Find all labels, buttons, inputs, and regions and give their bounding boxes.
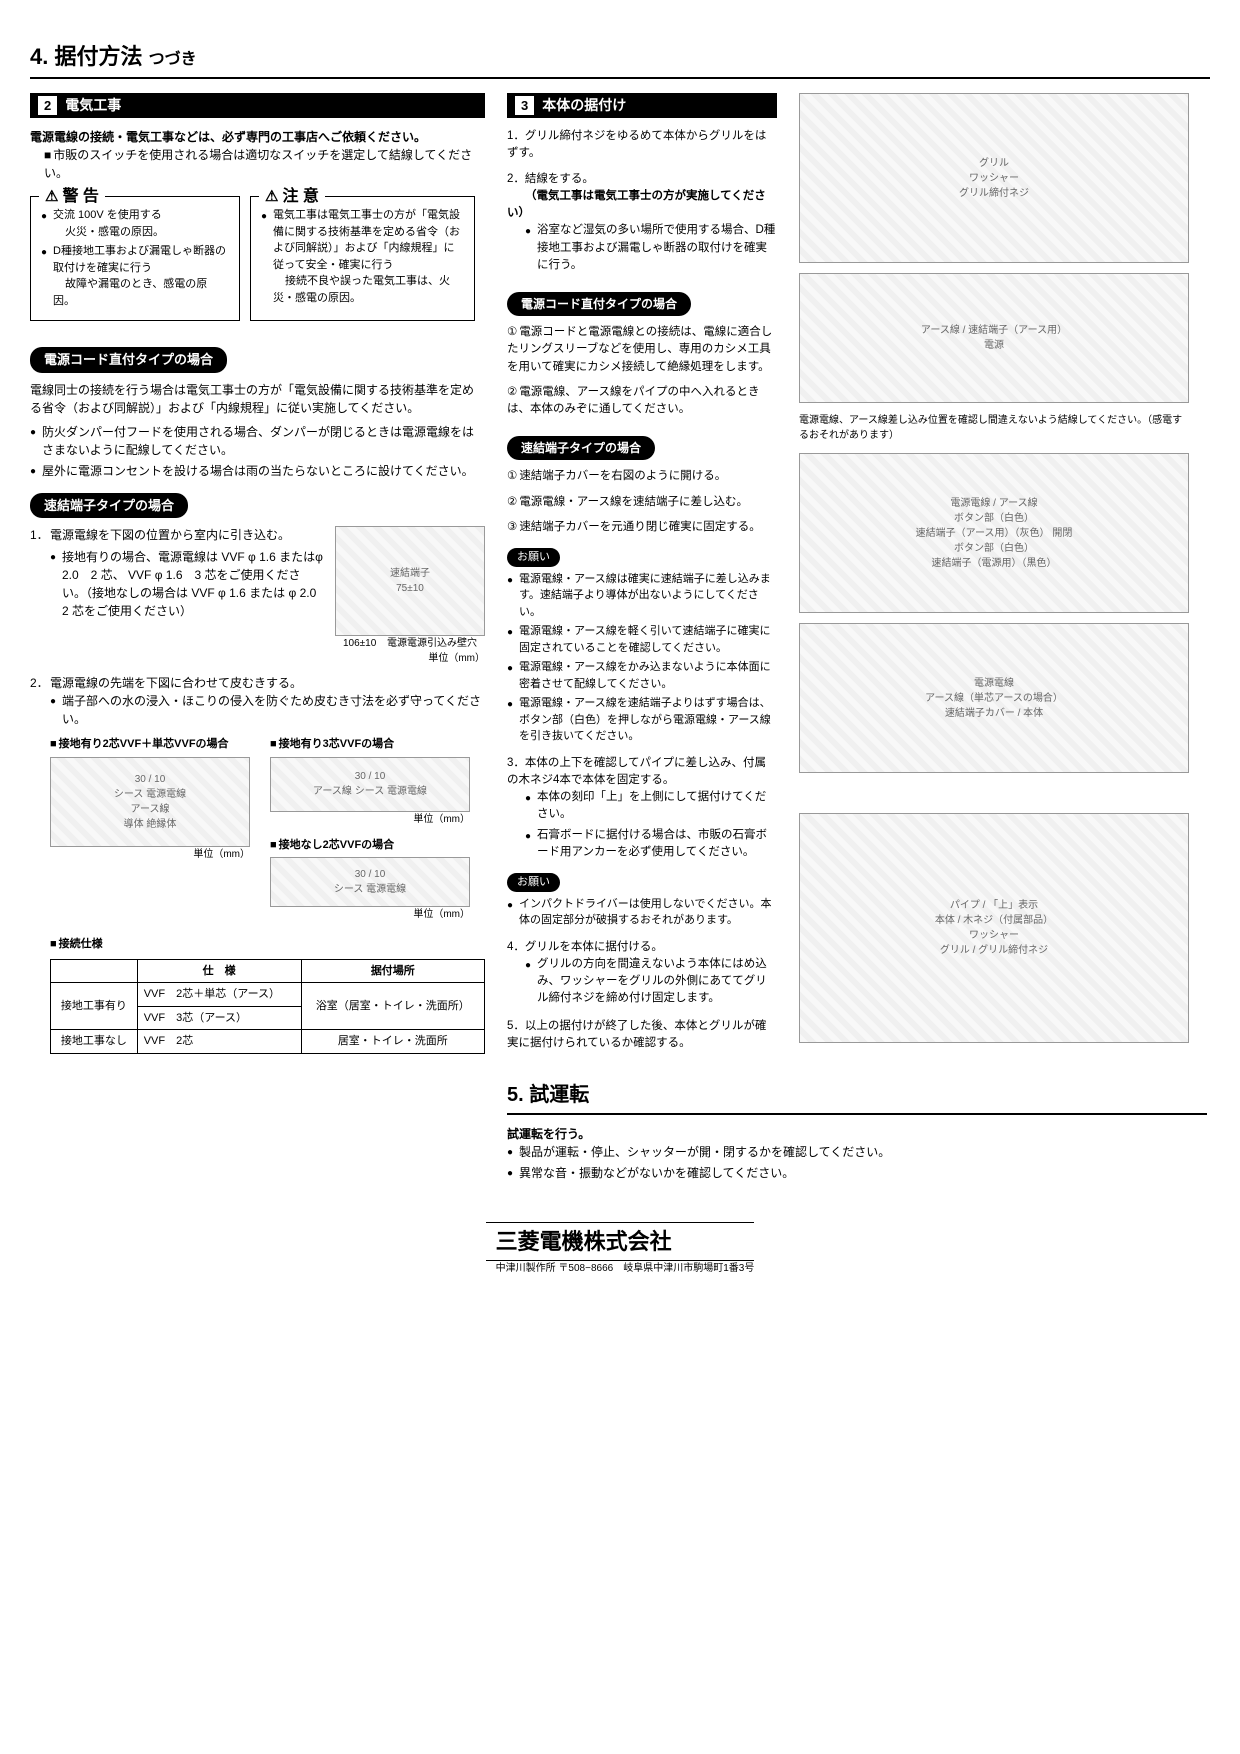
- middle-column: 3 本体の据付け 1．グリル締付ネジをゆるめて本体からグリルをはずす。 2．結線…: [507, 93, 777, 1062]
- diagram-grille-remove: グリル ワッシャー グリル締付ネジ: [799, 93, 1189, 263]
- intro-line1: 電源電線の接続・電気工事などは、必ず専門の工事店へご依頼ください。: [30, 128, 485, 146]
- caution-box: 注 意 電気工事は電気工事士の方が「電気設備に関する技術基準を定める省令（および…: [250, 196, 475, 321]
- s3-step2: 2．結線をする。 （電気工事は電気工事士の方が実施してください） 浴室など湿気の…: [507, 171, 777, 275]
- qt-step1-sub: 接地有りの場合、電源電線は VVF φ 1.6 またはφ 2.0 2 芯、 VV…: [50, 548, 323, 620]
- diagram-wiring-mid: 電源電線 / アース線 ボタン部（白色） 速結端子（アース用）（灰色） 開閉 ボ…: [799, 453, 1189, 613]
- section5-bullet: 製品が運転・停止、シャッターが開・閉するかを確認してください。: [507, 1143, 1207, 1161]
- spec-title: 接続仕様: [50, 936, 485, 953]
- warning-item: D種接地工事および漏電しゃ断器の取付けを確実に行う 故障や漏電のとき、感電の原因…: [41, 243, 229, 309]
- section2-num: 2: [38, 96, 57, 116]
- section2-title: 電気工事: [65, 95, 121, 116]
- section5-lead: 試運転を行う。: [507, 1125, 1207, 1143]
- wire-diagram-b: 接地有り3芯VVFの場合 30 / 10 アース線 シース 電源電線 単位（mm…: [270, 736, 470, 922]
- right-column: グリル ワッシャー グリル締付ネジ アース線 / 速結端子（アース用） 電源 電…: [799, 93, 1189, 1062]
- direct-cord-bullet: 防火ダンパー付フードを使用される場合、ダンパーが閉じるときは電源電線をはさまない…: [30, 423, 485, 459]
- wiring-note: 電源電線、アース線差し込み位置を確認し間違えないよう結線してください。（感電する…: [799, 413, 1189, 443]
- s3-cord-item: 電源電線、アース線をパイプの中へ入れるときは、本体のみぞに通してください。: [507, 384, 777, 419]
- onegai-label2: お願い: [507, 873, 560, 892]
- footer: 三菱電機株式会社 中津川製作所 〒508−8666 岐阜県中津川市駒場町1番3号: [30, 1222, 1210, 1276]
- diagram-mounting: パイプ / 「上」表示 本体 / 木ネジ（付属部品） ワッシャー グリル / グ…: [799, 813, 1189, 1043]
- section3-title: 本体の据付け: [542, 95, 626, 116]
- s3-term-item: 電源電線・アース線を速結端子に差し込む。: [507, 494, 777, 511]
- quick-terminal-header: 速結端子タイプの場合: [30, 493, 188, 519]
- section5-title: 5. 試運転: [507, 1080, 1207, 1115]
- spec-table: 仕 様 据付場所 接地工事有り VVF 2芯＋単芯（アース） 浴室（居室・トイレ…: [50, 959, 485, 1054]
- direct-cord-bullet: 屋外に電源コンセントを設ける場合は雨の当たらないところに設けてください。: [30, 462, 485, 480]
- warning-caution-row: 警 告 交流 100V を使用する 火災・感電の原因。 D種接地工事および漏電し…: [30, 196, 485, 321]
- onegai-item: 電源電線・アース線を軽く引いて速結端子に確実に固定されていることを確認してくださ…: [507, 623, 777, 656]
- onegai-item: 電源電線・アース線をかみ込まないように本体面に密着させて配線してください。: [507, 659, 777, 692]
- warning-title: 警 告: [39, 185, 105, 209]
- s3-step3: 3．本体の上下を確認してパイプに差し込み、付属の木ネジ4本で本体を固定する。 本…: [507, 755, 777, 862]
- hole-diagram: 速結端子 75±10 106±10 電源電源引込み壁穴 単位（mm）: [335, 526, 485, 666]
- diagram-wiring-top: アース線 / 速結端子（アース用） 電源: [799, 273, 1189, 403]
- section3-num: 3: [515, 96, 534, 116]
- wire-diagram-a: 接地有り2芯VVF＋単芯VVFの場合 30 / 10 シース 電源電線 アース線…: [50, 736, 250, 922]
- company-name: 三菱電機株式会社: [486, 1222, 755, 1261]
- s3-term-item: 速結端子カバーを右図のように開ける。: [507, 468, 777, 485]
- warning-item: 交流 100V を使用する 火災・感電の原因。: [41, 207, 229, 240]
- caution-item: 電気工事は電気工事士の方が「電気設備に関する技術基準を定める省令（および同解説）…: [261, 207, 464, 306]
- onegai-item: 電源電線・アース線は確実に速結端子に差し込みます。速結端子より導体が出ないように…: [507, 571, 777, 621]
- qt-step2: 2． 電源電線の先端を下図に合わせて皮むきする。 端子部への水の浸入・ほこりの侵…: [30, 674, 485, 1054]
- qt-step1: 1． 電源電線を下図の位置から室内に引き込む。 接地有りの場合、電源電線は VV…: [30, 526, 485, 666]
- direct-cord-para: 電線同士の接続を行う場合は電気工事士の方が「電気設備に関する技術基準を定める省令…: [30, 381, 485, 417]
- section3-header: 3 本体の据付け: [507, 93, 777, 118]
- s3-cord-title: 電源コード直付タイプの場合: [507, 292, 691, 316]
- title-sub: つづき: [149, 51, 197, 68]
- s3-cord-item: 電源コードと電源電線との接続は、電線に適合したリングスリーブなどを使用し、専用の…: [507, 324, 777, 376]
- s3-terminal-title: 速結端子タイプの場合: [507, 436, 655, 460]
- direct-cord-header: 電源コード直付タイプの場合: [30, 347, 227, 373]
- section2-header: 2 電気工事: [30, 93, 485, 118]
- section5-bullet: 異常な音・振動などがないかを確認してください。: [507, 1164, 1207, 1182]
- s3-step1: 1．グリル締付ネジをゆるめて本体からグリルをはずす。: [507, 128, 777, 163]
- warning-box: 警 告 交流 100V を使用する 火災・感電の原因。 D種接地工事および漏電し…: [30, 196, 240, 321]
- step3-onegai: インパクトドライバーは使用しないでください。本体の固定部分が破損するおそれがあり…: [507, 896, 777, 929]
- caution-title: 注 意: [259, 185, 325, 209]
- diagram-wiring-cover: 電源電線 アース線（単芯アースの場合） 速結端子カバー / 本体: [799, 623, 1189, 773]
- onegai-item: 電源電線・アース線を速結端子よりはずす場合は、ボタン部（白色）を押しながら電源電…: [507, 695, 777, 745]
- section5: 5. 試運転 試運転を行う。 製品が運転・停止、シャッターが開・閉するかを確認し…: [507, 1080, 1207, 1182]
- onegai-label: お願い: [507, 548, 560, 567]
- intro-line2: 市販のスイッチを使用される場合は適切なスイッチを選定して結線してください。: [30, 146, 485, 182]
- page-title: 4. 据付方法 つづき: [30, 40, 1210, 79]
- company-address: 中津川製作所 〒508−8666 岐阜県中津川市駒場町1番3号: [486, 1261, 755, 1276]
- s3-step5: 5．以上の据付けが終了した後、本体とグリルが確実に据付けられているか確認する。: [507, 1018, 777, 1053]
- section2-intro: 電源電線の接続・電気工事などは、必ず専門の工事店へご依頼ください。 市販のスイッ…: [30, 128, 485, 182]
- left-column: 2 電気工事 電源電線の接続・電気工事などは、必ず専門の工事店へご依頼ください。…: [30, 93, 485, 1062]
- s3-step4: 4．グリルを本体に据付ける。 グリルの方向を間違えないよう本体にはめ込み、ワッシ…: [507, 939, 777, 1008]
- s3-term-item: 速結端子カバーを元通り閉じ確実に固定する。: [507, 519, 777, 536]
- title-main: 4. 据付方法: [30, 44, 142, 69]
